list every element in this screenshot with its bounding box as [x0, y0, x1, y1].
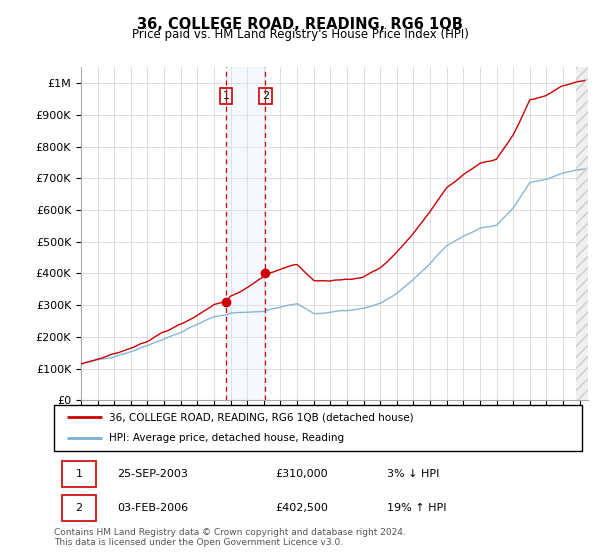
Text: 19% ↑ HPI: 19% ↑ HPI — [386, 503, 446, 513]
Text: 3% ↓ HPI: 3% ↓ HPI — [386, 469, 439, 479]
Text: 2: 2 — [76, 503, 83, 513]
Text: Contains HM Land Registry data © Crown copyright and database right 2024.
This d: Contains HM Land Registry data © Crown c… — [54, 528, 406, 547]
Text: 1: 1 — [76, 469, 83, 479]
Text: 2: 2 — [262, 91, 269, 101]
Text: 36, COLLEGE ROAD, READING, RG6 1QB (detached house): 36, COLLEGE ROAD, READING, RG6 1QB (deta… — [109, 412, 414, 422]
Text: 36, COLLEGE ROAD, READING, RG6 1QB: 36, COLLEGE ROAD, READING, RG6 1QB — [137, 17, 463, 32]
Bar — [226, 67, 265, 400]
Text: HPI: Average price, detached house, Reading: HPI: Average price, detached house, Read… — [109, 433, 344, 444]
Text: 25-SEP-2003: 25-SEP-2003 — [118, 469, 188, 479]
FancyBboxPatch shape — [62, 495, 96, 521]
Text: Price paid vs. HM Land Registry's House Price Index (HPI): Price paid vs. HM Land Registry's House … — [131, 28, 469, 41]
Text: £310,000: £310,000 — [276, 469, 328, 479]
FancyBboxPatch shape — [62, 461, 96, 487]
Text: 1: 1 — [223, 91, 230, 101]
Text: 03-FEB-2006: 03-FEB-2006 — [118, 503, 188, 513]
Text: £402,500: £402,500 — [276, 503, 329, 513]
FancyBboxPatch shape — [54, 405, 582, 451]
Bar — [577, 67, 588, 400]
